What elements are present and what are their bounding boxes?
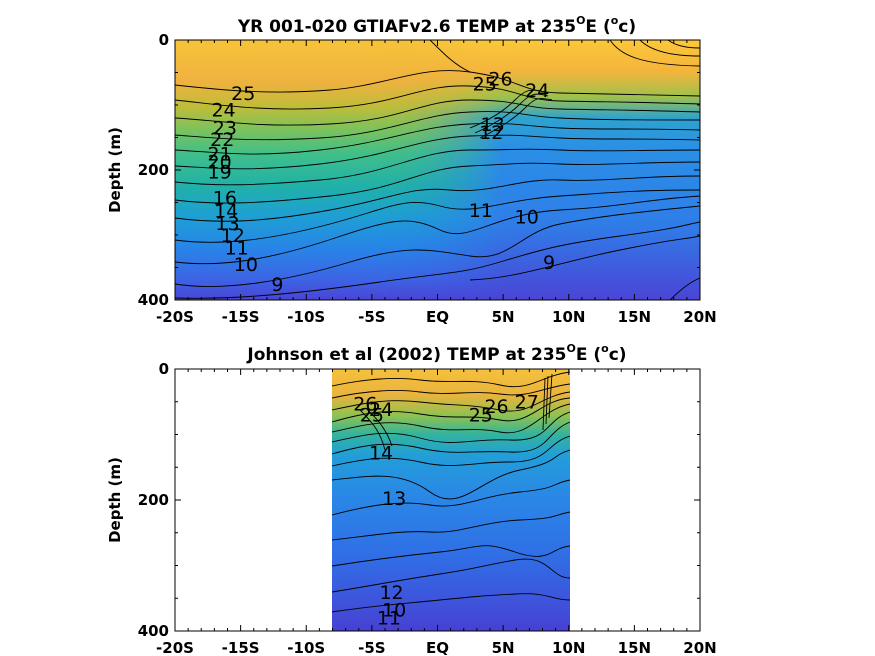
x-tick-label: 5N <box>492 308 515 326</box>
x-tick-label: -5S <box>358 308 385 326</box>
x-tick-label: -5S <box>358 639 385 656</box>
contour-label: 24 <box>525 80 549 102</box>
contour-label: 12 <box>379 582 403 604</box>
contour-label: 9 <box>543 252 555 274</box>
contour-label: 11 <box>225 238 249 260</box>
title-bottom: Johnson et al (2002) TEMP at 235OE (oc) <box>246 342 626 365</box>
y-tick-label: 200 <box>138 491 169 509</box>
contour-label: 11 <box>377 607 401 629</box>
contour-label: 25 <box>231 83 255 105</box>
x-tick-label: -10S <box>287 308 325 326</box>
x-tick-label: 10N <box>552 639 585 656</box>
heatmap-top <box>175 40 700 300</box>
contour-label: 22 <box>210 129 234 151</box>
title-top-unit-sup: o <box>611 14 619 27</box>
contour-label: 14 <box>369 442 393 464</box>
title-bottom-degree: O <box>567 342 576 355</box>
y-tick-label: 200 <box>138 161 169 179</box>
x-tick-label: EQ <box>426 639 449 656</box>
contour-label: 19 <box>208 161 232 183</box>
x-tick-label: 15N <box>618 639 651 656</box>
y-tick-label: 400 <box>138 291 169 309</box>
title-top: YR 001-020 GTIAFv2.6 TEMP at 235OE (oc) <box>237 14 636 37</box>
title-bottom-unit-sup: o <box>601 342 609 355</box>
x-tick-label: -20S <box>156 639 194 656</box>
contour-label: 24 <box>369 399 393 421</box>
contour-label: 10 <box>515 206 539 228</box>
heatmap-bottom <box>332 369 570 631</box>
contour-label: 25 <box>360 404 384 426</box>
contour-label: 21 <box>208 143 232 165</box>
y-tick-label: 400 <box>138 622 169 640</box>
x-tick-label: 15N <box>618 308 651 326</box>
contour-label: 13 <box>215 213 239 235</box>
axis-top: -20S -15S -10S -5S EQ 5N 10N 15N 20N 0 200 400 <box>138 31 717 326</box>
axis-bottom: -20S -15S -10S -5S EQ 5N 10N 15N 20N 0 200 400 <box>138 360 717 656</box>
contour-label: 13 <box>481 114 505 136</box>
contour-label: 25 <box>469 404 493 426</box>
x-tick-label: -20S <box>156 308 194 326</box>
contour-label: 10 <box>382 600 406 622</box>
contour-label: 12 <box>479 122 503 144</box>
contour-label: 20 <box>208 152 232 174</box>
y-tick-label: 0 <box>159 360 169 378</box>
title-top-degree: O <box>576 14 585 27</box>
x-tick-label: -15S <box>222 639 260 656</box>
contour-label: 23 <box>213 117 237 139</box>
contour-label: 16 <box>213 187 237 209</box>
contour-label: 27 <box>515 391 539 413</box>
panel-bottom: Johnson et al (2002) TEMP at 235OE (oc) <box>106 342 717 656</box>
x-tick-label: EQ <box>426 308 449 326</box>
contour-label: 12 <box>221 225 245 247</box>
panel-top: YR 001-020 GTIAFv2.6 TEMP at 235OE (oc) <box>106 14 717 326</box>
contour-label: 26 <box>353 393 377 415</box>
contour-label: 13 <box>382 488 406 510</box>
contour-label: 25 <box>473 74 497 96</box>
contour-label: 9 <box>271 274 283 296</box>
contour-label: 10 <box>234 254 258 276</box>
contour-label: 26 <box>488 69 512 91</box>
x-tick-label: 5N <box>492 639 515 656</box>
x-tick-label: -10S <box>287 639 325 656</box>
contour-label: 24 <box>211 100 235 122</box>
x-tick-label: 20N <box>683 308 716 326</box>
y-tick-label: 0 <box>159 31 169 49</box>
x-tick-label: 20N <box>683 639 716 656</box>
x-tick-label: 10N <box>552 308 585 326</box>
contour-label: 11 <box>469 200 493 222</box>
x-tick-label: -15S <box>222 308 260 326</box>
ylabel-top: Depth (m) <box>106 127 124 213</box>
contour-label: 14 <box>214 200 238 222</box>
contour-label: 26 <box>484 396 508 418</box>
ylabel-bottom: Depth (m) <box>106 457 124 543</box>
